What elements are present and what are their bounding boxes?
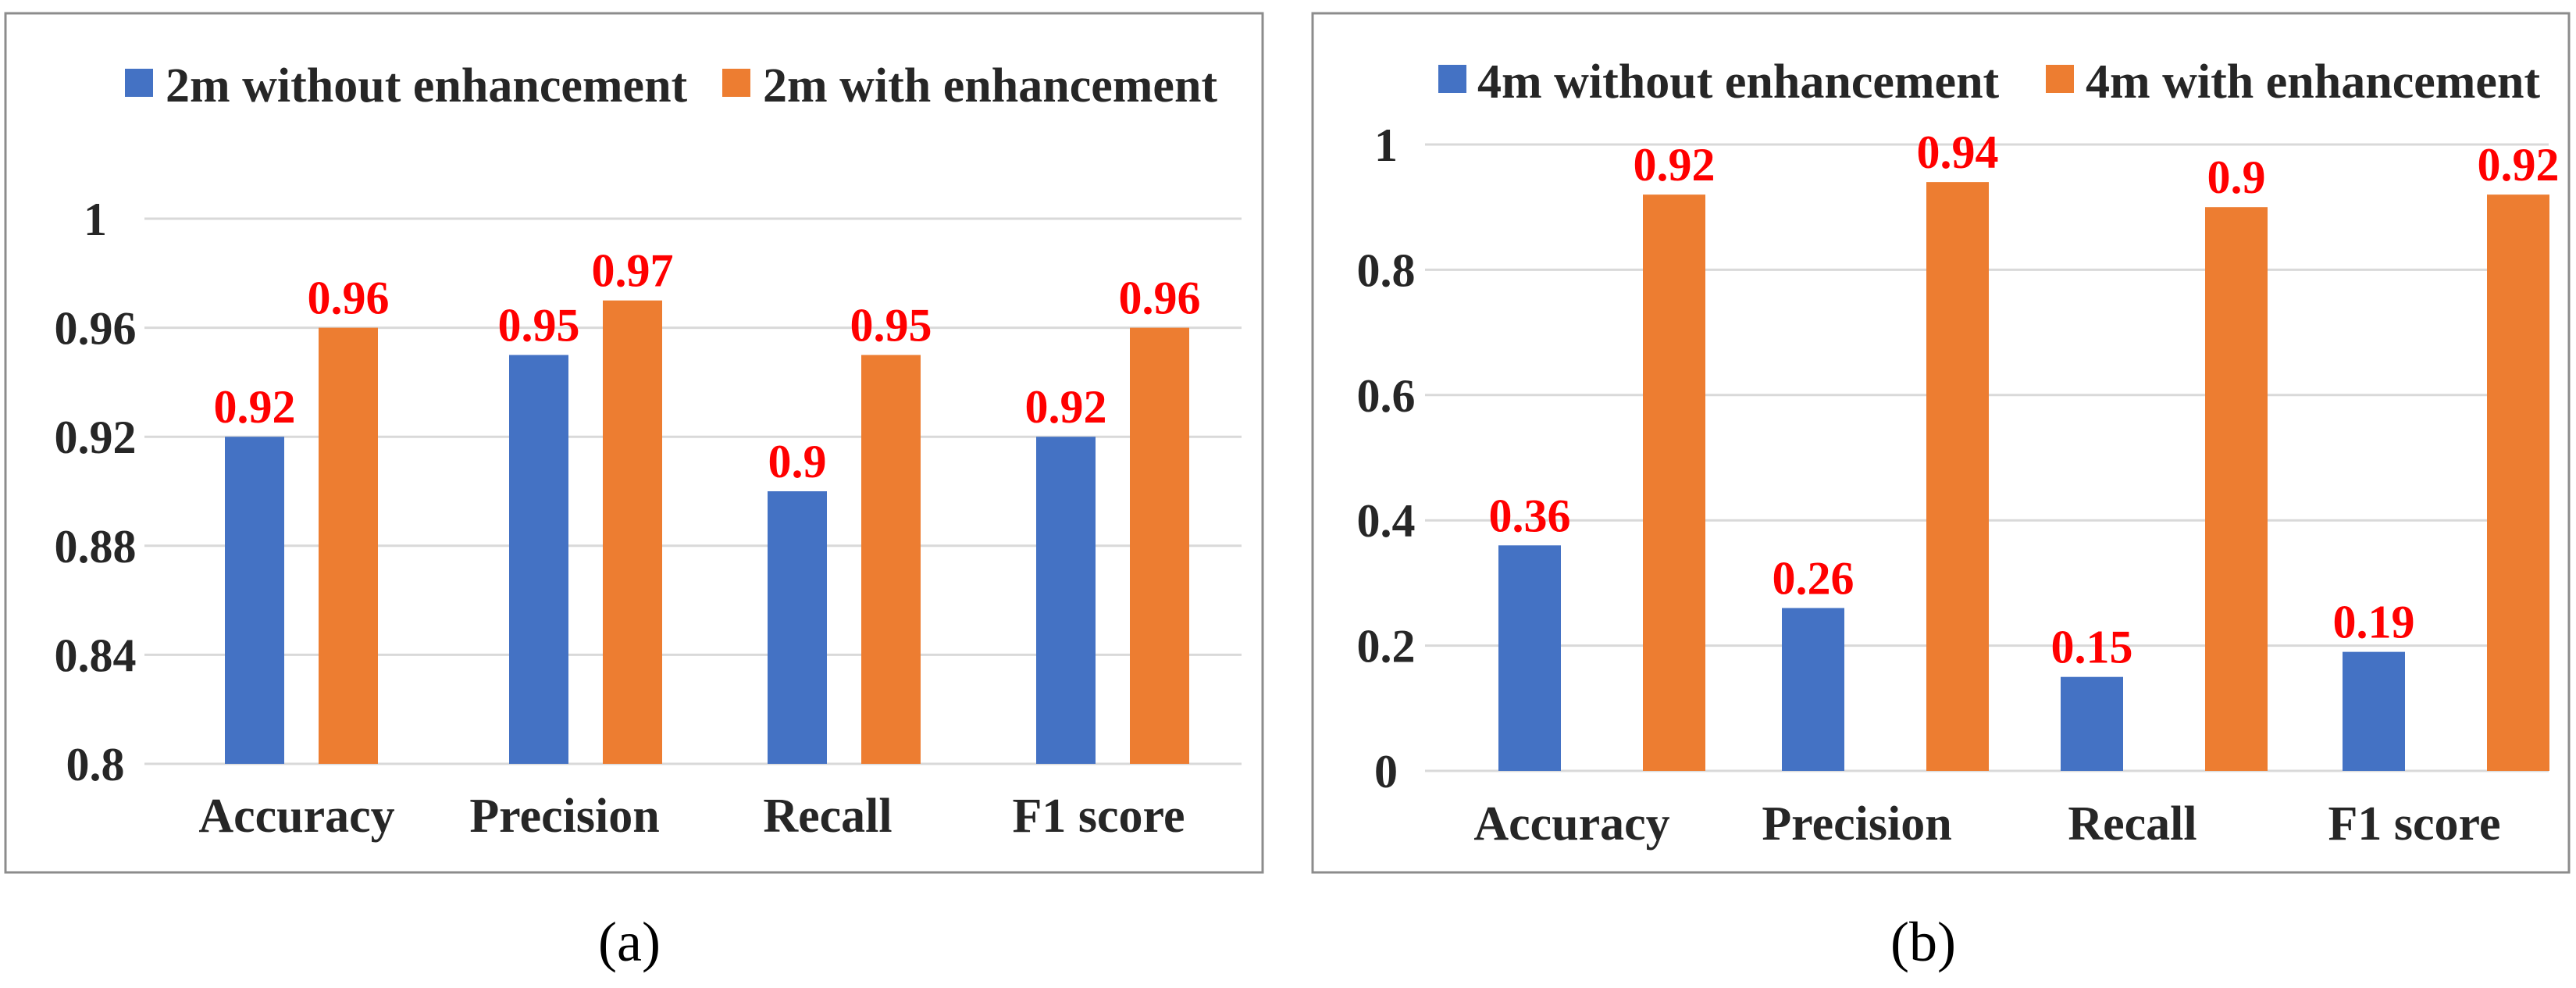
bar-with-recall	[861, 355, 921, 764]
data-label: 0.92	[2478, 139, 2560, 191]
y-tick-label: 0.8	[66, 739, 125, 790]
legend-label-1: 2m with enhancement	[763, 59, 1217, 112]
bar-without-f1-score	[1036, 437, 1096, 764]
bar-with-f1-score	[1130, 327, 1189, 765]
data-label: 0.94	[1917, 127, 1999, 178]
x-category-label: Recall	[763, 790, 892, 843]
legend-swatch-1	[2046, 65, 2074, 93]
data-label: 0.95	[498, 300, 580, 351]
x-category-label: F1 score	[2328, 797, 2501, 851]
bar-without-accuracy	[225, 437, 284, 764]
data-label: 0.95	[850, 300, 932, 351]
panel-caption: (b)	[1890, 911, 1956, 973]
bar-with-f1-score	[2487, 194, 2549, 771]
y-tick-label: 0.8	[1357, 244, 1416, 296]
legend-swatch-0	[125, 69, 153, 97]
data-label: 0.15	[2051, 622, 2133, 673]
x-category-label: Accuracy	[1473, 797, 1669, 851]
data-label: 0.97	[592, 245, 674, 297]
bar-without-accuracy	[1498, 545, 1561, 771]
chart-frame	[4, 12, 1264, 874]
chart-panel-b: 0 0.2 0.4 0.6 0.8 1 4m without enhancement 4m w…	[1311, 12, 2571, 973]
y-tick-label: 0.2	[1357, 621, 1416, 672]
y-tick-label: 0.84	[55, 630, 137, 681]
data-label: 0.92	[1025, 381, 1107, 433]
bar-with-precision	[1926, 182, 1989, 771]
bar-without-precision	[1782, 608, 1844, 771]
chart-panel-a: 0.8 0.84 0.88 0.92 0.96 1 2m without enhanceme…	[4, 12, 1264, 973]
y-tick-label: 0.92	[55, 412, 137, 463]
data-label: 0.36	[1489, 490, 1571, 541]
y-tick-label: 0.4	[1357, 495, 1416, 547]
y-tick-label: 0.88	[55, 521, 137, 572]
bar-without-precision	[509, 355, 568, 764]
data-label: 0.19	[2333, 597, 2415, 648]
legend-swatch-1	[722, 69, 750, 97]
data-label: 0.9	[2207, 152, 2266, 203]
legend-label-0: 2m without enhancement	[166, 59, 688, 112]
legend-label-1: 4m with enhancement	[2086, 55, 2540, 109]
data-label: 0.96	[1119, 273, 1201, 324]
y-tick-label: 0	[1374, 746, 1398, 797]
bar-with-accuracy	[1643, 194, 1705, 771]
x-category-label: Precision	[469, 790, 659, 843]
panel-caption: (a)	[598, 911, 661, 973]
x-category-label: F1 score	[1013, 790, 1185, 843]
x-category-label: Recall	[2068, 797, 2197, 851]
chart-frame	[1311, 12, 2571, 874]
y-tick-label: 0.6	[1357, 370, 1416, 422]
bar-without-recall	[768, 491, 827, 764]
bar-with-accuracy	[319, 327, 378, 765]
data-label: 0.26	[1773, 552, 1855, 604]
y-tick-label: 1	[1374, 119, 1398, 171]
legend-label-0: 4m without enhancement	[1477, 55, 2000, 109]
data-label: 0.92	[214, 381, 296, 433]
x-category-label: Precision	[1762, 797, 1951, 851]
data-label: 0.96	[308, 273, 390, 324]
x-category-label: Accuracy	[198, 790, 394, 843]
bar-with-precision	[603, 300, 662, 764]
data-label: 0.9	[768, 436, 827, 487]
data-label: 0.92	[1634, 139, 1716, 191]
bar-with-recall	[2205, 207, 2268, 771]
y-tick-label: 1	[84, 194, 107, 245]
bar-without-recall	[2061, 676, 2123, 771]
legend-swatch-0	[1438, 65, 1466, 93]
bar-without-f1-score	[2343, 651, 2405, 771]
y-tick-label: 0.96	[55, 303, 137, 355]
